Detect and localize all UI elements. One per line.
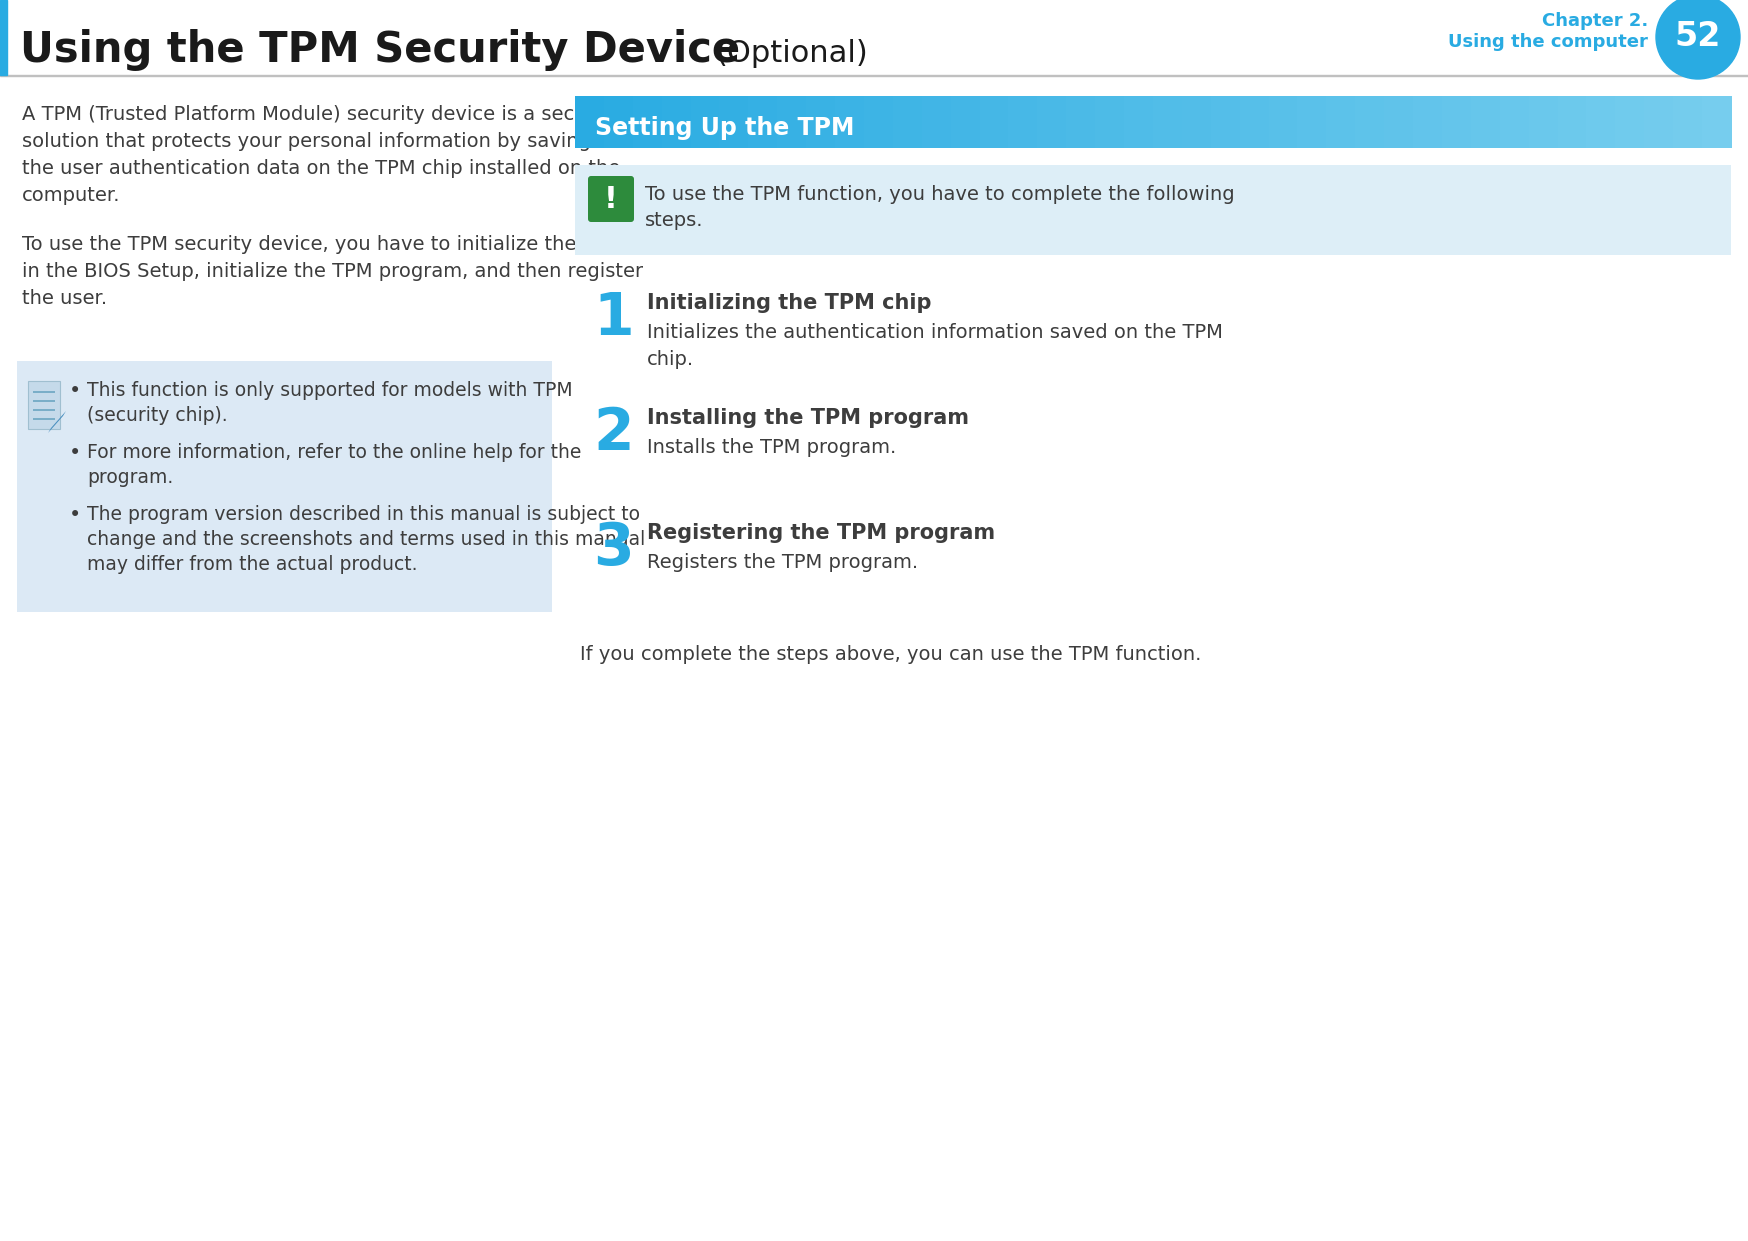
Text: Installs the TPM program.: Installs the TPM program. xyxy=(647,438,895,457)
Bar xyxy=(1701,96,1731,148)
Bar xyxy=(893,96,923,148)
Bar xyxy=(1673,96,1703,148)
Text: 2: 2 xyxy=(593,405,633,462)
Bar xyxy=(1297,96,1327,148)
Text: !: ! xyxy=(603,185,617,213)
Bar xyxy=(1325,96,1355,148)
Circle shape xyxy=(1655,0,1739,79)
Text: 3: 3 xyxy=(593,520,633,577)
Text: If you complete the steps above, you can use the TPM function.: If you complete the steps above, you can… xyxy=(580,645,1201,664)
Bar xyxy=(1643,96,1673,148)
Text: Initializing the TPM chip: Initializing the TPM chip xyxy=(647,293,932,313)
Bar xyxy=(28,381,59,429)
Text: program.: program. xyxy=(87,468,173,486)
Polygon shape xyxy=(47,411,66,433)
Text: Registering the TPM program: Registering the TPM program xyxy=(647,522,995,544)
Text: •: • xyxy=(68,381,80,401)
FancyBboxPatch shape xyxy=(587,176,633,222)
Bar xyxy=(718,96,748,148)
Text: 52: 52 xyxy=(1675,21,1720,53)
Text: chip.: chip. xyxy=(647,350,694,369)
Text: A TPM (Trusted Platform Module) security device is a security: A TPM (Trusted Platform Module) security… xyxy=(23,105,619,124)
Text: •: • xyxy=(68,505,80,525)
Bar xyxy=(661,96,690,148)
Bar xyxy=(603,96,633,148)
Text: (security chip).: (security chip). xyxy=(87,406,227,424)
Text: in the BIOS Setup, initialize the TPM program, and then register: in the BIOS Setup, initialize the TPM pr… xyxy=(23,262,643,280)
Bar xyxy=(748,96,778,148)
Bar xyxy=(921,96,951,148)
Bar xyxy=(1585,96,1615,148)
Text: 1: 1 xyxy=(593,290,633,347)
Bar xyxy=(1124,96,1154,148)
Text: To use the TPM function, you have to complete the following: To use the TPM function, you have to com… xyxy=(645,185,1234,204)
Text: To use the TPM security device, you have to initialize the TPM chip: To use the TPM security device, you have… xyxy=(23,235,669,254)
Bar xyxy=(1528,96,1557,148)
Bar xyxy=(1440,96,1472,148)
Bar xyxy=(1615,96,1645,148)
Bar xyxy=(1470,96,1500,148)
Text: solution that protects your personal information by saving: solution that protects your personal inf… xyxy=(23,132,591,151)
Bar xyxy=(1182,96,1211,148)
Bar xyxy=(33,391,54,393)
Bar xyxy=(979,96,1009,148)
Text: Using the computer: Using the computer xyxy=(1447,34,1647,51)
Bar xyxy=(33,418,54,419)
Text: Setting Up the TPM: Setting Up the TPM xyxy=(594,115,853,140)
Text: Initializes the authentication information saved on the TPM: Initializes the authentication informati… xyxy=(647,323,1222,343)
Text: Using the TPM Security Device: Using the TPM Security Device xyxy=(19,29,739,71)
Bar xyxy=(575,96,605,148)
Text: the user authentication data on the TPM chip installed on the: the user authentication data on the TPM … xyxy=(23,159,621,177)
Bar xyxy=(1009,96,1038,148)
Bar xyxy=(864,96,893,148)
Text: computer.: computer. xyxy=(23,186,121,205)
Bar xyxy=(1066,96,1096,148)
Bar xyxy=(1152,96,1182,148)
Text: may differ from the actual product.: may differ from the actual product. xyxy=(87,555,418,575)
Bar xyxy=(951,96,981,148)
Text: •: • xyxy=(68,443,80,463)
Bar xyxy=(1383,96,1414,148)
Bar xyxy=(690,96,720,148)
Text: (Optional): (Optional) xyxy=(715,38,867,68)
Text: Registers the TPM program.: Registers the TPM program. xyxy=(647,553,918,572)
Bar xyxy=(834,96,865,148)
Bar xyxy=(1500,96,1530,148)
Bar xyxy=(0,0,7,74)
Bar xyxy=(1267,96,1297,148)
Bar xyxy=(1210,96,1239,148)
Text: Installing the TPM program: Installing the TPM program xyxy=(647,408,968,428)
Text: steps.: steps. xyxy=(645,211,703,230)
Bar xyxy=(575,165,1731,254)
Bar xyxy=(806,96,836,148)
Bar xyxy=(1412,96,1442,148)
Bar xyxy=(17,361,552,612)
Bar xyxy=(1557,96,1587,148)
Text: Chapter 2.: Chapter 2. xyxy=(1542,12,1647,30)
Bar xyxy=(33,410,54,411)
Text: The program version described in this manual is subject to: The program version described in this ma… xyxy=(87,505,640,524)
Bar xyxy=(633,96,662,148)
Bar xyxy=(1094,96,1124,148)
Text: This function is only supported for models with TPM: This function is only supported for mode… xyxy=(87,381,572,400)
Text: the user.: the user. xyxy=(23,289,107,308)
Bar xyxy=(1355,96,1384,148)
Text: For more information, refer to the online help for the: For more information, refer to the onlin… xyxy=(87,443,580,462)
Bar xyxy=(0,74,1748,76)
Bar xyxy=(33,400,54,402)
Bar xyxy=(1239,96,1269,148)
Text: change and the screenshots and terms used in this manual: change and the screenshots and terms use… xyxy=(87,530,645,549)
Bar xyxy=(1037,96,1066,148)
Bar xyxy=(776,96,808,148)
